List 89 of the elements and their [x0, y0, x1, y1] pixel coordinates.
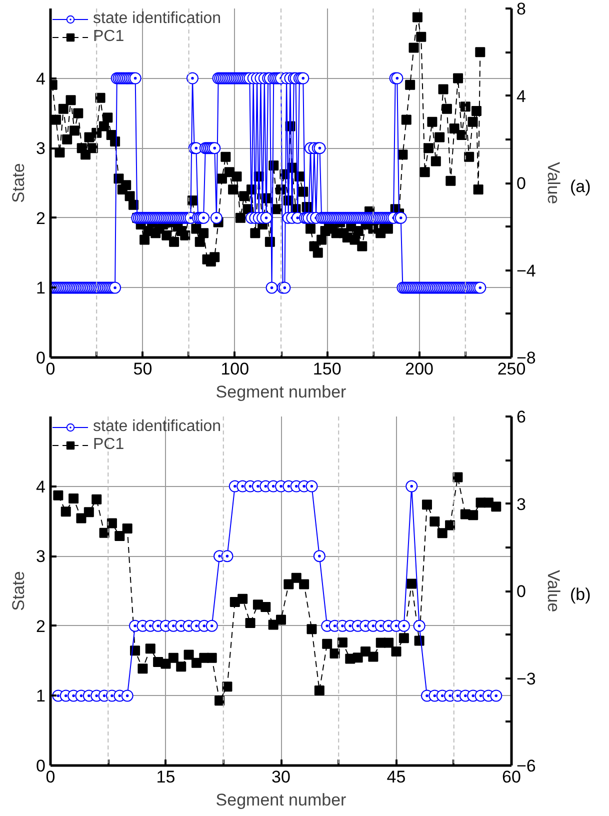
- y-tick-label: 3: [36, 139, 46, 158]
- x-tick-label: 150: [312, 360, 342, 378]
- legend-label: PC1: [93, 28, 124, 46]
- y2-tick-label: 0: [516, 174, 526, 193]
- point: [184, 650, 194, 660]
- point: [337, 637, 348, 648]
- point: [398, 620, 410, 632]
- x-tick-label: 100: [220, 360, 250, 378]
- point: [160, 658, 171, 669]
- point: [84, 507, 94, 518]
- point: [284, 579, 294, 590]
- point: [406, 578, 417, 589]
- point: [222, 682, 232, 692]
- point: [122, 523, 132, 534]
- y2-tick-label: 0: [516, 582, 526, 601]
- y-axis-title: State: [9, 571, 28, 611]
- x-axis-title: Segment number: [216, 790, 347, 810]
- y-tick-label: 3: [36, 547, 46, 566]
- point: [306, 624, 317, 634]
- point: [168, 652, 178, 663]
- y2-axis-title: Value: [544, 162, 563, 204]
- y2-tick-label: −4: [516, 261, 536, 280]
- point: [176, 662, 186, 672]
- legend-label: state identification: [93, 10, 222, 28]
- y2-tick-label: 4: [516, 86, 526, 106]
- point: [114, 531, 125, 542]
- y-tick-label: 2: [36, 616, 46, 636]
- point: [306, 480, 318, 492]
- text: (b): [570, 584, 591, 606]
- y2-tick-label: −3: [516, 669, 536, 688]
- point: [238, 594, 248, 604]
- y2-tick-label: 6: [516, 408, 526, 426]
- point: [206, 620, 218, 632]
- x-axis-title: Segment number: [216, 382, 347, 402]
- point: [445, 520, 456, 530]
- point: [53, 490, 64, 500]
- y-tick-label: 4: [36, 69, 46, 88]
- legend-label: state identification: [93, 418, 222, 436]
- point: [106, 518, 117, 528]
- point: [99, 528, 110, 538]
- point: [468, 510, 478, 520]
- point: [221, 550, 234, 562]
- y-axis-title: State: [9, 163, 28, 203]
- legend-label: PC1: [93, 436, 124, 454]
- point: [260, 602, 271, 612]
- y-tick-label: 1: [36, 686, 46, 706]
- point: [299, 579, 310, 590]
- point: [76, 513, 86, 524]
- text: (a): [570, 176, 591, 198]
- point: [138, 664, 148, 674]
- y2-tick-label: 8: [516, 0, 526, 18]
- x-tick-label: 15: [156, 768, 176, 786]
- point: [452, 472, 463, 482]
- y-tick-label: 2: [36, 208, 46, 228]
- point: [121, 690, 134, 702]
- point: [245, 618, 256, 628]
- point: [368, 652, 378, 662]
- y2-axis-title: Value: [544, 570, 563, 612]
- point: [314, 685, 324, 696]
- point: [490, 690, 502, 702]
- y2-tick-label: 3: [516, 494, 526, 514]
- point: [491, 502, 502, 512]
- point: [145, 644, 156, 654]
- point: [413, 620, 426, 632]
- point: [291, 572, 302, 583]
- point: [330, 648, 340, 659]
- point: [391, 646, 402, 656]
- y-tick-label: 1: [36, 278, 46, 298]
- x-tick-label: 30: [272, 768, 290, 786]
- point: [60, 506, 71, 517]
- point: [92, 494, 102, 504]
- point: [422, 500, 432, 510]
- point: [430, 516, 440, 526]
- point: [352, 652, 363, 663]
- x-tick-label: 50: [133, 360, 152, 378]
- point: [437, 528, 448, 538]
- y-tick-label: 4: [36, 477, 46, 496]
- point: [398, 633, 409, 644]
- x-tick-label: 45: [386, 768, 406, 786]
- point: [214, 696, 225, 706]
- point: [406, 480, 418, 492]
- point: [206, 652, 217, 663]
- point: [322, 638, 332, 649]
- point: [68, 494, 79, 504]
- point: [384, 638, 394, 648]
- x-tick-label: 60: [502, 768, 521, 786]
- point: [313, 550, 326, 562]
- x-tick-label: 200: [405, 360, 434, 378]
- point: [276, 614, 286, 625]
